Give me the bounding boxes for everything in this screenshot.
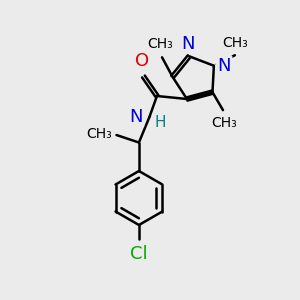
Text: H: H	[155, 115, 166, 130]
Text: N: N	[218, 57, 231, 75]
Text: Cl: Cl	[130, 245, 148, 263]
Text: CH₃: CH₃	[86, 127, 112, 140]
Text: CH₃: CH₃	[212, 116, 237, 130]
Text: CH₃: CH₃	[223, 36, 248, 50]
Text: N: N	[181, 35, 194, 53]
Text: N: N	[129, 108, 143, 126]
Text: O: O	[135, 52, 149, 70]
Text: CH₃: CH₃	[148, 37, 173, 51]
